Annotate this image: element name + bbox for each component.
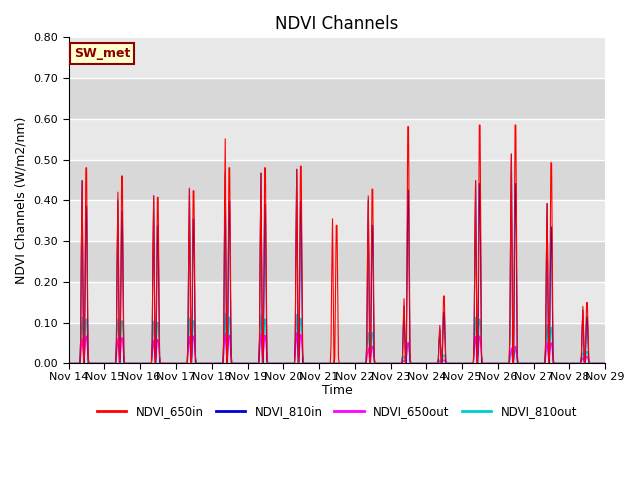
Bar xyxy=(68,323,605,363)
NDVI_650in xyxy=(237,360,244,366)
NDVI_650in xyxy=(636,360,640,366)
Line: NDVI_650in: NDVI_650in xyxy=(68,125,640,363)
NDVI_650out xyxy=(287,360,294,366)
NDVI_650out xyxy=(237,360,244,366)
NDVI_650out xyxy=(293,330,301,336)
Bar xyxy=(68,160,605,200)
NDVI_810out xyxy=(65,360,72,366)
NDVI_810in xyxy=(65,360,72,366)
NDVI_650out xyxy=(636,360,640,366)
NDVI_650in xyxy=(476,122,484,128)
NDVI_810out xyxy=(266,360,274,366)
NDVI_810out xyxy=(132,360,140,366)
NDVI_810out xyxy=(414,360,422,366)
Line: NDVI_810out: NDVI_810out xyxy=(68,313,640,363)
NDVI_650in xyxy=(132,360,140,366)
NDVI_650out xyxy=(447,360,454,366)
NDVI_650out xyxy=(132,360,140,366)
NDVI_810out xyxy=(636,360,640,366)
NDVI_810in xyxy=(636,360,640,366)
Bar xyxy=(68,119,605,160)
NDVI_810in xyxy=(132,360,140,366)
NDVI_650in xyxy=(266,360,273,366)
NDVI_810in xyxy=(413,360,421,366)
Legend: NDVI_650in, NDVI_810in, NDVI_650out, NDVI_810out: NDVI_650in, NDVI_810in, NDVI_650out, NDV… xyxy=(92,400,582,423)
Text: SW_met: SW_met xyxy=(74,47,131,60)
X-axis label: Time: Time xyxy=(322,384,353,397)
NDVI_810in xyxy=(445,360,453,366)
NDVI_650out xyxy=(65,360,72,366)
NDVI_810in xyxy=(266,360,273,366)
Line: NDVI_810in: NDVI_810in xyxy=(68,154,640,363)
NDVI_650in xyxy=(445,360,453,366)
NDVI_810out xyxy=(447,360,454,366)
NDVI_810in xyxy=(237,360,244,366)
NDVI_810out xyxy=(221,311,229,316)
NDVI_810in xyxy=(508,151,515,157)
Line: NDVI_650out: NDVI_650out xyxy=(68,333,640,363)
Bar xyxy=(68,200,605,241)
NDVI_650in xyxy=(65,360,72,366)
Bar xyxy=(68,78,605,119)
NDVI_810in xyxy=(287,360,294,366)
NDVI_650in xyxy=(287,360,294,366)
NDVI_650out xyxy=(266,360,273,366)
Title: NDVI Channels: NDVI Channels xyxy=(275,15,399,33)
Bar xyxy=(68,282,605,323)
Y-axis label: NDVI Channels (W/m2/nm): NDVI Channels (W/m2/nm) xyxy=(15,117,28,284)
Bar xyxy=(68,241,605,282)
NDVI_650out xyxy=(414,360,422,366)
NDVI_650in xyxy=(413,360,421,366)
Bar xyxy=(68,37,605,78)
NDVI_810out xyxy=(288,360,296,366)
NDVI_810out xyxy=(238,360,246,366)
